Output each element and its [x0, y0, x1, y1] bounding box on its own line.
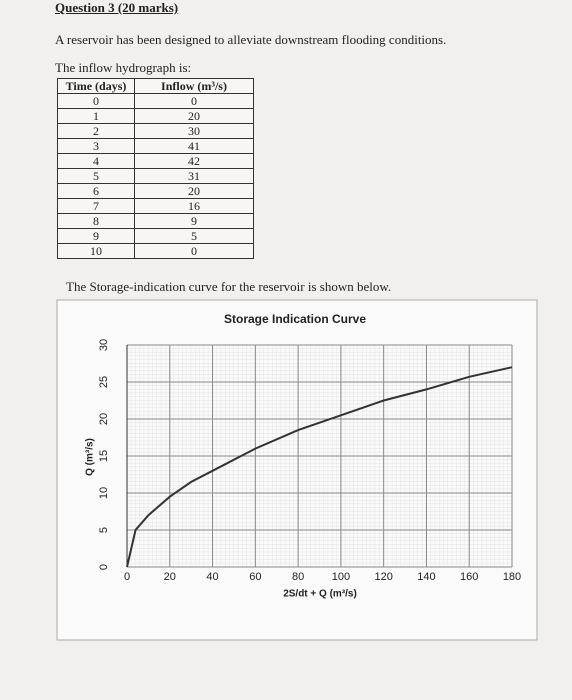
x-tick-label: 60 — [249, 571, 261, 583]
intro-text: A reservoir has been designed to allevia… — [55, 32, 447, 47]
column-header: Time (days) — [57, 78, 135, 94]
hydrograph-lead: The inflow hydrograph is: — [55, 60, 192, 75]
table-row: 7 16 — [57, 198, 254, 214]
x-tick-label: 80 — [292, 571, 304, 583]
y-tick-label: 15 — [98, 450, 110, 462]
x-tick-label: 100 — [332, 571, 350, 583]
table-row: 2 30 — [57, 123, 254, 139]
x-tick-label: 0 — [124, 571, 130, 583]
table-cell: 0 — [134, 243, 254, 259]
table-row: 1 20 — [57, 108, 254, 124]
x-tick-label: 120 — [374, 571, 392, 583]
table-cell: 10 — [57, 243, 135, 259]
x-tick-label: 20 — [164, 571, 176, 583]
y-tick-label: 0 — [98, 564, 110, 570]
x-axis-label: 2S/dt + Q (m³/s) — [283, 589, 357, 600]
curve — [126, 366, 513, 568]
x-tick-label: 180 — [503, 571, 521, 583]
inflow-table: Time (days) Inflow (m³/s) 0 0 1 20 2 30 3 41 4 42 5 3… — [57, 78, 254, 259]
y-tick-label: 30 — [98, 339, 110, 351]
y-tick-label: 5 — [98, 527, 110, 533]
y-tick-label: 10 — [98, 487, 110, 499]
x-tick-label: 140 — [417, 571, 435, 583]
storage-lead: The Storage-indication curve for the res… — [66, 279, 392, 294]
x-tick-label: 40 — [206, 571, 218, 583]
y-tick-label: 20 — [98, 413, 110, 425]
x-tick-label: 160 — [460, 571, 478, 583]
question-title: Question 3 (20 marks) — [55, 0, 179, 15]
table-cell: 41 — [134, 138, 254, 154]
y-axis-label: Q (m³/s) — [85, 438, 96, 476]
y-tick-label: 25 — [98, 376, 110, 388]
chart-title: Storage Indication Curve — [224, 312, 366, 326]
table-row: 10 0 — [57, 243, 254, 259]
